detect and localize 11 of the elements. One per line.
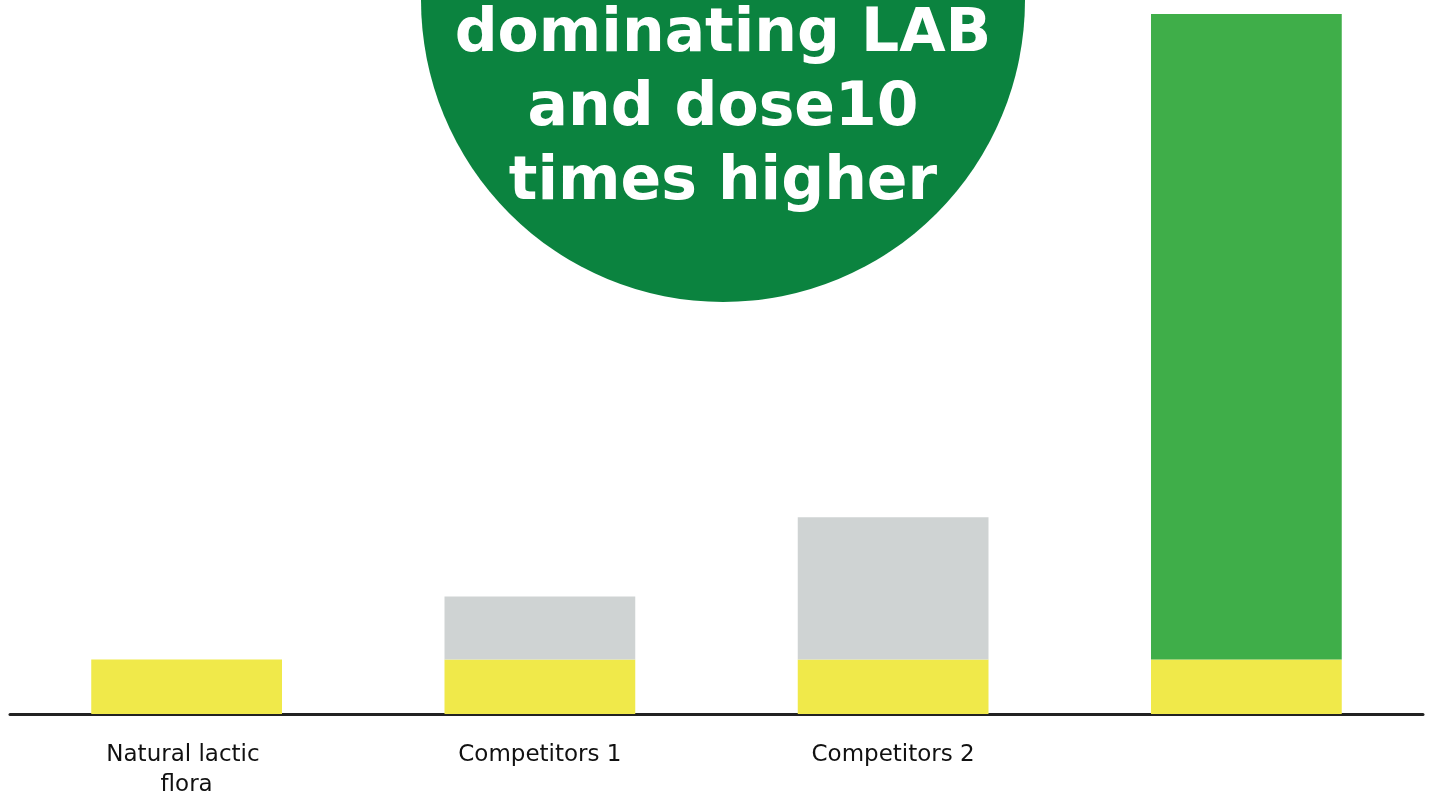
- bar: [91, 659, 282, 714]
- bar: [1151, 659, 1342, 714]
- x-tick-label: Competitors 1: [458, 740, 622, 766]
- bar: [1151, 14, 1342, 660]
- bar: [444, 596, 636, 660]
- annotation: dominating LAB and dose10 times higher: [453, 0, 993, 215]
- x-tick-label: Competitors 2: [811, 740, 975, 766]
- bar: [444, 659, 636, 714]
- x-tick-label: Natural lactic flora: [106, 740, 267, 796]
- bar: [797, 659, 989, 714]
- bar: [797, 517, 989, 660]
